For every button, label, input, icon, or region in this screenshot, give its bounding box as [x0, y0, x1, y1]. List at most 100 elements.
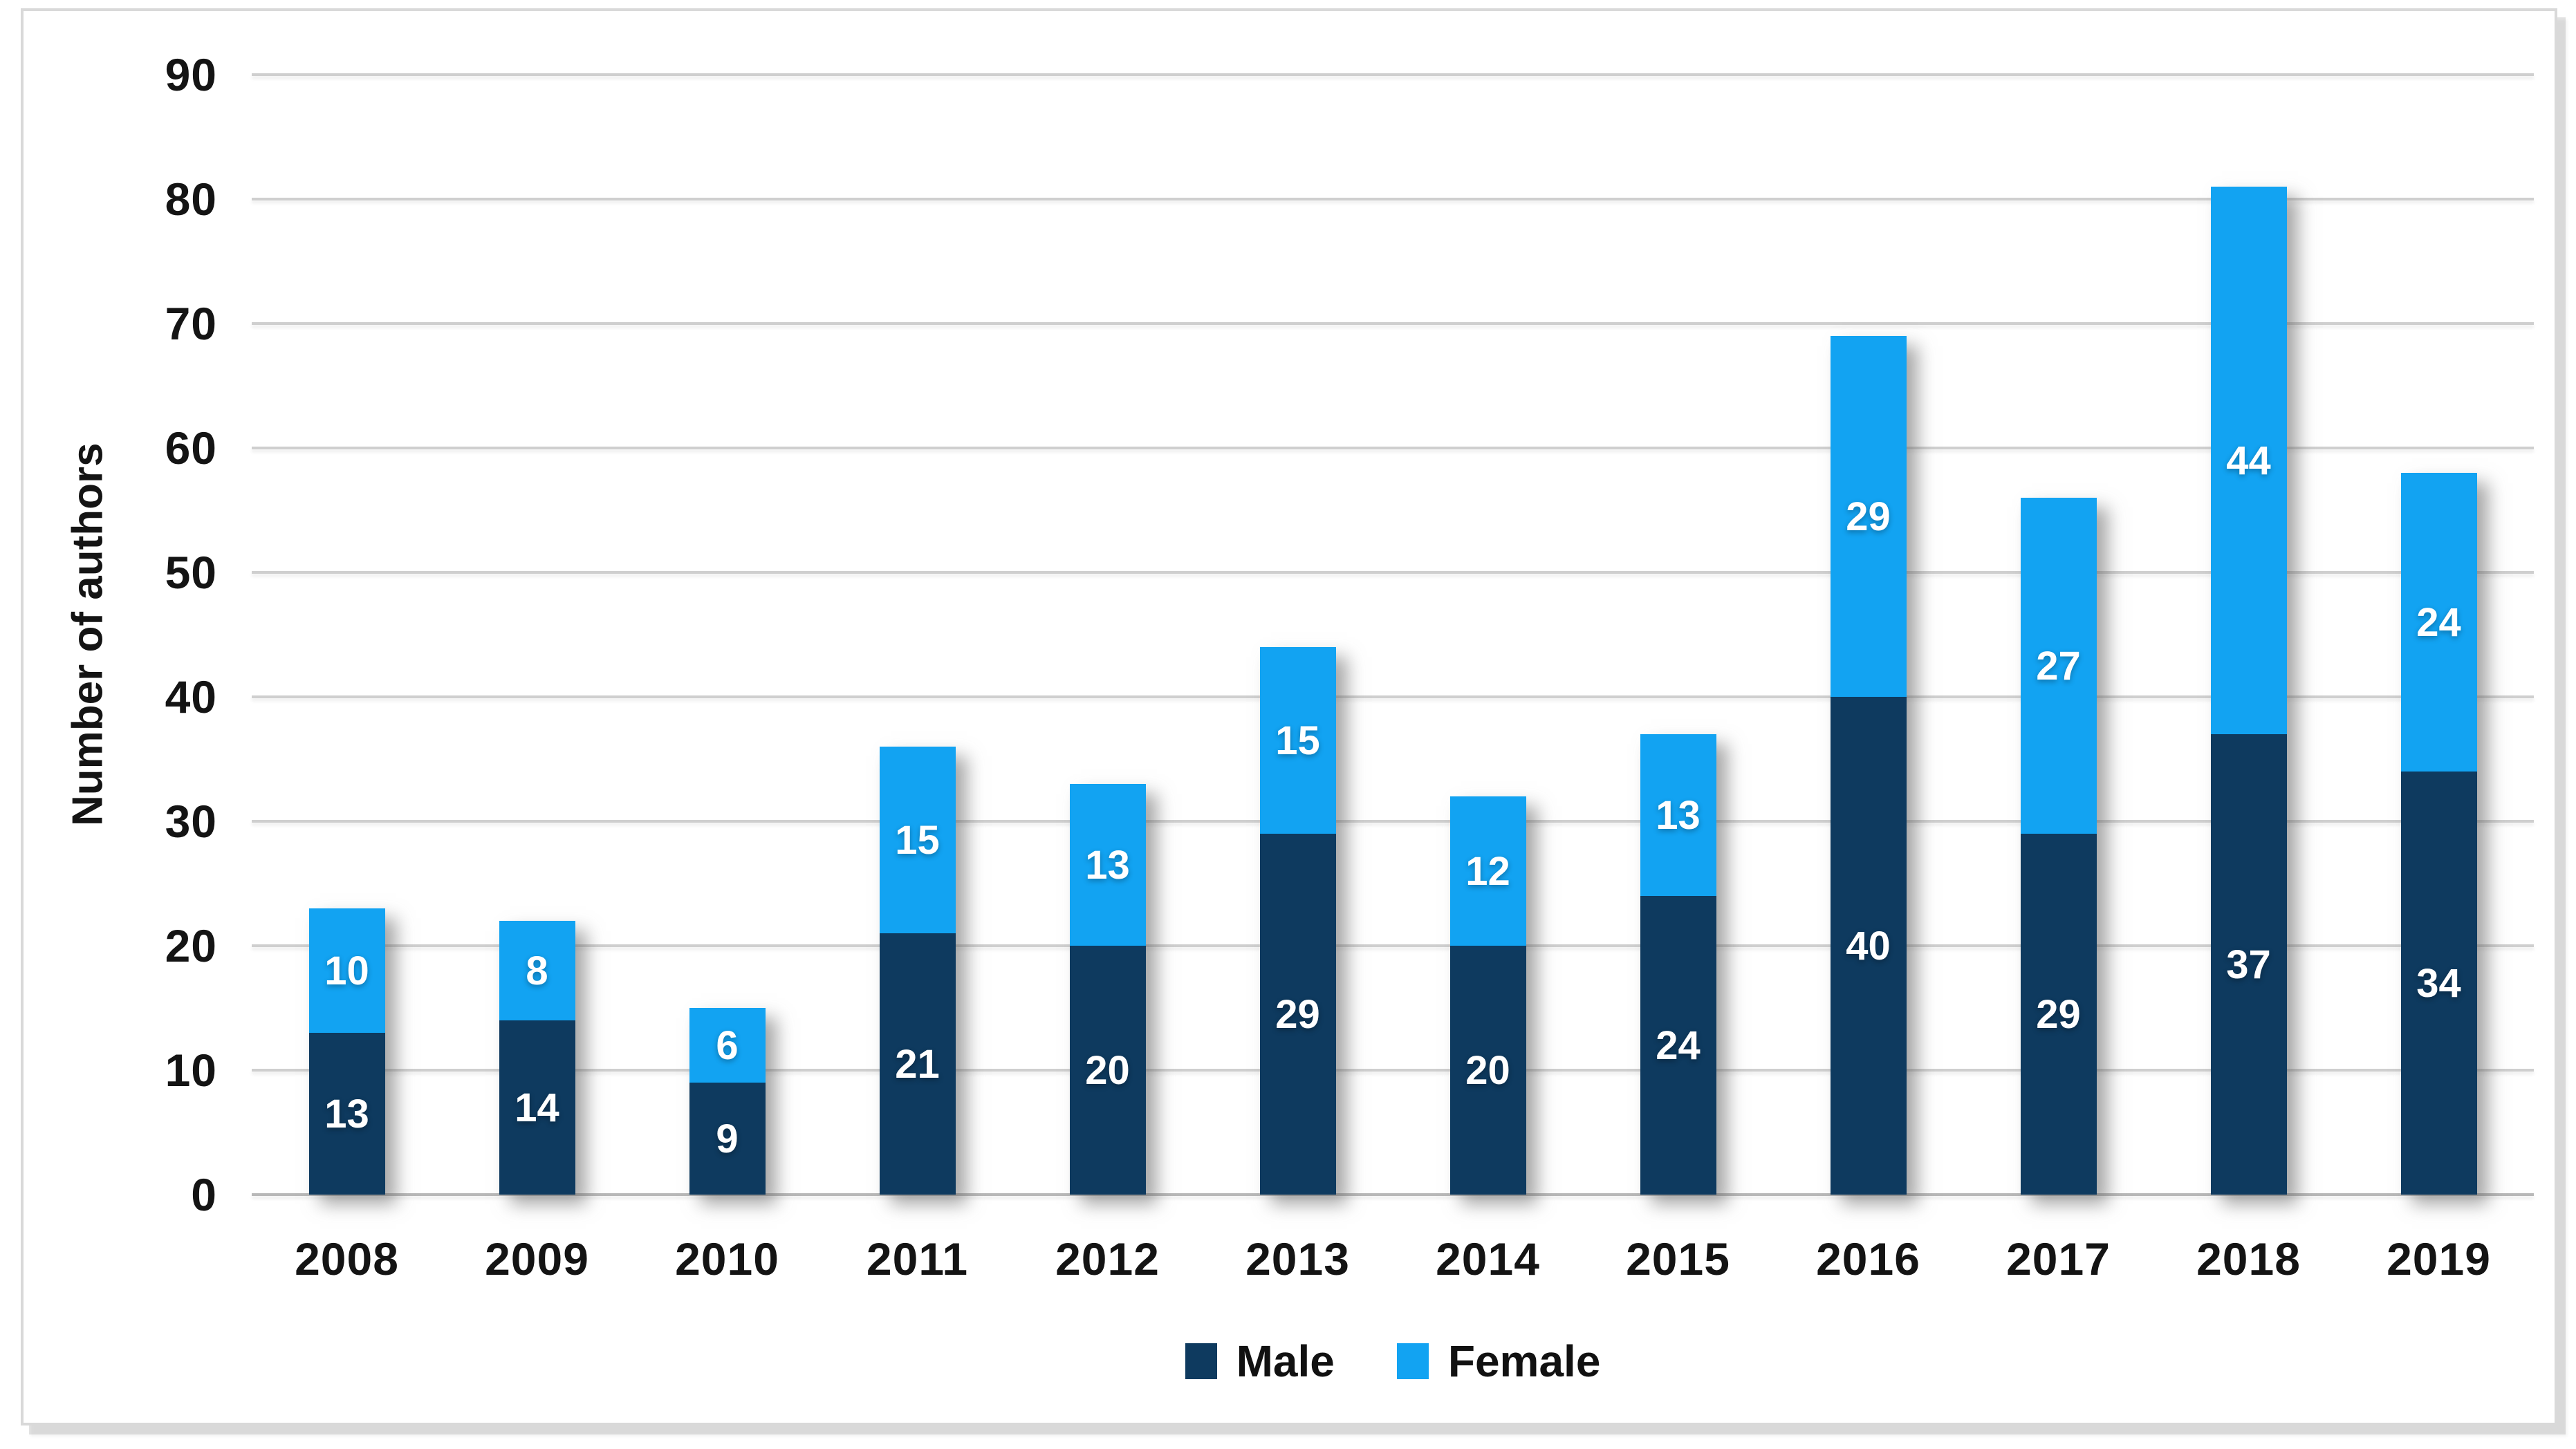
gridline — [252, 944, 2534, 947]
bar-slot-2008: 10 13 — [252, 75, 442, 1195]
bar-segment-female-2015: 13 — [1640, 734, 1716, 896]
bar-value-label-male-2012: 20 — [1085, 1047, 1130, 1093]
bar-slot-2018: 44 37 — [2153, 75, 2344, 1195]
bar-stack-2016: 29 40 — [1830, 336, 1907, 1195]
gridline — [252, 73, 2534, 76]
bar-segment-female-2017: 27 — [2020, 498, 2097, 834]
x-tick-label-2011: 2011 — [866, 1233, 969, 1284]
y-tick-label: 0 — [191, 1169, 217, 1220]
legend: Male Female — [252, 1323, 2534, 1399]
bar-segment-male-2013: 29 — [1259, 834, 1336, 1195]
bar-value-label-female-2009: 8 — [526, 948, 548, 993]
bar-stack-2013: 15 29 — [1259, 647, 1336, 1195]
y-tick-label: 60 — [165, 422, 217, 474]
bar-segment-male-2015: 24 — [1640, 896, 1716, 1195]
legend-swatch-male — [1185, 1343, 1217, 1379]
bar-segment-female-2018: 44 — [2210, 187, 2287, 734]
bar-slot-2017: 27 29 — [1963, 75, 2153, 1195]
bar-value-label-female-2012: 13 — [1085, 842, 1130, 888]
y-tick-label: 50 — [165, 547, 217, 598]
bar-value-label-male-2008: 13 — [324, 1091, 369, 1137]
bar-value-label-female-2019: 24 — [2416, 599, 2461, 645]
gridline — [252, 820, 2534, 823]
bar-segment-female-2009: 8 — [499, 921, 575, 1020]
bar-segment-male-2016: 40 — [1830, 697, 1907, 1195]
legend-item-male: Male — [1185, 1336, 1335, 1387]
bar-segment-male-2009: 14 — [499, 1020, 575, 1195]
gridline — [252, 695, 2534, 698]
bar-segment-male-2019: 34 — [2400, 772, 2477, 1195]
gridline — [252, 198, 2534, 200]
bar-value-label-male-2016: 40 — [1846, 923, 1891, 969]
bar-value-label-male-2013: 29 — [1275, 991, 1320, 1037]
bar-segment-male-2011: 21 — [879, 933, 956, 1195]
bar-stack-2014: 12 20 — [1449, 796, 1526, 1195]
bar-slot-2012: 13 20 — [1012, 75, 1203, 1195]
legend-swatch-female — [1396, 1343, 1429, 1379]
legend-label-male: Male — [1236, 1336, 1335, 1386]
gridline — [252, 447, 2534, 449]
gridline — [252, 322, 2534, 325]
bar-segment-female-2012: 13 — [1069, 784, 1146, 946]
bar-segment-male-2010: 9 — [689, 1083, 766, 1195]
y-tick-label: 80 — [165, 174, 217, 225]
y-tick-label: 20 — [165, 920, 217, 971]
bar-stack-2009: 8 14 — [499, 921, 575, 1195]
chart-frame: Number of authors 0 10 20 30 40 50 60 70 80 90 10… — [21, 8, 2557, 1425]
x-tick-label-2009: 2009 — [485, 1233, 589, 1284]
bar-slot-2015: 13 24 — [1583, 75, 1773, 1195]
bars-row: 10 13 8 14 6 9 15 21 13 20 15 29 12 20 13 24 29 40 27 29 44 3… — [252, 75, 2534, 1195]
bar-value-label-male-2009: 14 — [515, 1085, 559, 1130]
y-tick-label: 70 — [165, 298, 217, 349]
x-axis-tick-labels: 2008 2009 2010 2011 2012 2013 2014 2015 2016 2017… — [252, 1221, 2534, 1297]
bar-segment-male-2012: 20 — [1069, 946, 1146, 1195]
y-tick-label: 30 — [165, 796, 217, 847]
bar-value-label-female-2016: 29 — [1846, 494, 1891, 539]
bar-segment-female-2010: 6 — [689, 1008, 766, 1083]
x-tick-label-2018: 2018 — [2196, 1233, 2301, 1284]
bar-value-label-female-2014: 12 — [1465, 848, 1510, 894]
bar-segment-female-2019: 24 — [2400, 473, 2477, 772]
bar-segment-male-2008: 13 — [308, 1033, 385, 1195]
plot-area — [252, 73, 2534, 1196]
x-tick-label-2019: 2019 — [2387, 1233, 2491, 1284]
y-tick-label: 40 — [165, 671, 217, 722]
x-tick-label-2013: 2013 — [1245, 1233, 1350, 1284]
bar-value-label-male-2014: 20 — [1465, 1047, 1510, 1093]
bar-slot-2014: 12 20 — [1393, 75, 1583, 1195]
bar-segment-female-2011: 15 — [879, 747, 956, 933]
x-tick-label-2017: 2017 — [2006, 1233, 2111, 1284]
x-tick-label-2012: 2012 — [1055, 1233, 1160, 1284]
bar-value-label-female-2010: 6 — [716, 1022, 739, 1068]
bar-value-label-female-2018: 44 — [2226, 438, 2271, 483]
bar-segment-male-2014: 20 — [1449, 946, 1526, 1195]
bar-value-label-male-2019: 34 — [2416, 960, 2461, 1006]
bar-segment-female-2016: 29 — [1830, 336, 1907, 697]
bar-value-label-male-2011: 21 — [895, 1041, 940, 1087]
x-tick-label-2008: 2008 — [295, 1233, 399, 1284]
bar-stack-2019: 24 34 — [2400, 473, 2477, 1195]
bar-segment-female-2014: 12 — [1449, 796, 1526, 946]
bar-stack-2018: 44 37 — [2210, 187, 2287, 1195]
bar-value-label-female-2017: 27 — [2036, 643, 2081, 689]
bar-value-label-male-2010: 9 — [716, 1116, 739, 1161]
bar-value-label-female-2008: 10 — [324, 948, 369, 993]
bar-value-label-male-2017: 29 — [2036, 991, 2081, 1037]
legend-item-female: Female — [1396, 1336, 1600, 1387]
bar-slot-2011: 15 21 — [822, 75, 1012, 1195]
bar-slot-2016: 29 40 — [1773, 75, 1963, 1195]
bar-segment-male-2018: 37 — [2210, 734, 2287, 1195]
gridline — [252, 1069, 2534, 1072]
bar-value-label-male-2018: 37 — [2226, 942, 2271, 987]
bar-stack-2008: 10 13 — [308, 908, 385, 1195]
bar-value-label-female-2013: 15 — [1275, 718, 1320, 763]
bar-stack-2011: 15 21 — [879, 747, 956, 1195]
bar-slot-2019: 24 34 — [2344, 75, 2534, 1195]
y-tick-label: 10 — [165, 1045, 217, 1096]
x-tick-label-2015: 2015 — [1626, 1233, 1730, 1284]
x-axis-baseline — [252, 1193, 2534, 1196]
x-tick-label-2010: 2010 — [675, 1233, 779, 1284]
